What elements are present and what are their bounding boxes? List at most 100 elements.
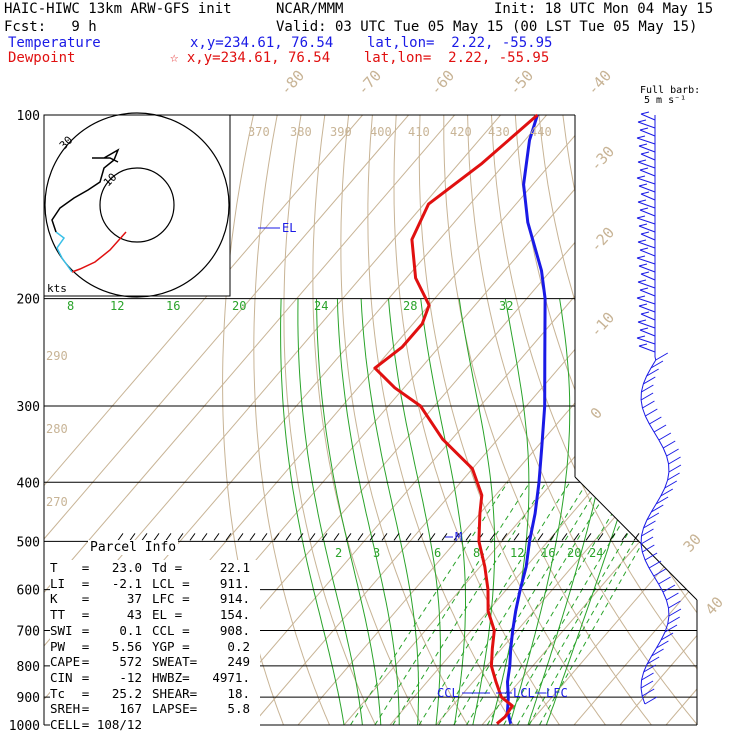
mixing-ratio-label: 3 [373, 546, 380, 560]
wind-barb-flag [669, 465, 681, 472]
wind-barb [637, 138, 655, 144]
wind-barb [637, 298, 655, 304]
parcel-info-cell: = 43 [74, 607, 142, 623]
wind-barb [667, 456, 669, 464]
wind-barb [638, 202, 655, 208]
moist-adiabat-line [510, 299, 570, 725]
wind-barb-flag [637, 136, 645, 138]
wind-barb-flag [668, 601, 680, 608]
wind-barb-flag [638, 280, 646, 282]
wind-barb [640, 290, 655, 296]
isotherm-label: 0 [587, 404, 606, 423]
wind-barb [638, 242, 655, 248]
level-tick [406, 533, 411, 540]
wind-barb-flag [654, 425, 666, 432]
parcel-info-cell: LI [50, 576, 74, 592]
pressure-label: 500 [17, 535, 40, 550]
wind-barb [637, 218, 655, 224]
mixing-ratio-label: 2 [335, 546, 342, 560]
level-tick [238, 533, 243, 540]
isotherm-label: -50 [506, 66, 538, 98]
isotherm-label: -70 [354, 66, 386, 98]
wind-barb-flag [663, 585, 675, 592]
parcel-info-cell: = 0.1 [74, 623, 142, 639]
theta-label: 430 [488, 125, 510, 139]
parcel-info-cell: 249 [200, 654, 250, 670]
level-tick [574, 533, 579, 540]
parcel-info-cell: = 167 [74, 701, 142, 717]
temperature-legend: Temperature [8, 35, 101, 51]
dry-adiabat-line [682, 115, 740, 738]
dry-adiabat-line [468, 115, 709, 738]
parcel-info-cell: SHEAR= [142, 686, 200, 702]
barb-key-units: 5 m s⁻¹ [644, 96, 686, 106]
theta-label: 400 [370, 125, 392, 139]
level-tick [310, 533, 315, 540]
wind-barb-flag [637, 176, 645, 178]
isotherm-label: -80 [277, 66, 309, 98]
parcel-info-cell: LFC = [142, 591, 200, 607]
wind-barb [641, 680, 642, 688]
level-tick [274, 533, 279, 540]
wind-barb [641, 688, 642, 696]
wind-barb-flag [637, 256, 645, 258]
wind-barb [659, 440, 663, 448]
hodograph-units-label: kts [47, 282, 67, 295]
wind-barb [638, 282, 655, 288]
parcel-info-cell: 22.1 [200, 560, 250, 576]
wind-barb [640, 250, 655, 256]
wind-barb-flag [645, 409, 657, 416]
level-marker-lfc: LFC [546, 686, 568, 700]
mixing-ratio-label: 8 [473, 546, 480, 560]
wind-barb [654, 576, 659, 584]
level-tick [262, 533, 267, 540]
parcel-info-cell: 18. [200, 686, 250, 702]
parcel-info-cell: T [50, 560, 74, 576]
model-title: HAIC-HIWC 13km ARW-GFS init [4, 1, 232, 17]
wind-barb-flag [666, 593, 678, 600]
wind-barb-flag [640, 208, 648, 210]
isotherm-label: -30 [587, 142, 619, 174]
wind-barb-flag [656, 353, 668, 360]
wind-barb-flag [641, 272, 649, 274]
level-tick [358, 533, 363, 540]
level-tick [430, 533, 435, 540]
wind-barb-flag [641, 192, 649, 194]
wind-barb-flag [639, 184, 647, 186]
isotherm-label: -10 [587, 308, 619, 340]
wind-barb-flag [638, 200, 646, 202]
level-marker-el: EL [282, 221, 296, 235]
dry-adiabat-line [419, 115, 615, 738]
mixing-ratio-label: 16 [166, 299, 180, 313]
theta-label: 370 [248, 125, 270, 139]
parcel-info-cell: = 5.56 [74, 639, 142, 655]
dry-adiabat-line [658, 115, 740, 738]
wind-barb-flag [669, 457, 681, 464]
wind-barb [641, 154, 655, 160]
isotherm-label: -40 [584, 66, 616, 98]
wind-barb [639, 146, 655, 152]
isotherm-label: 30 [680, 530, 705, 555]
wind-barb [666, 600, 668, 608]
wind-barb-flag [668, 617, 680, 624]
wind-barb-flag [659, 577, 671, 584]
wind-barb [637, 258, 655, 264]
parcel-info-cell: Tc [50, 686, 74, 702]
level-marker-lcl: LCL [513, 686, 535, 700]
wind-barb [640, 170, 655, 176]
wind-barb-flag [638, 120, 646, 122]
wind-barb [659, 584, 663, 592]
dry-adiabat-line [492, 115, 740, 738]
theta-label: 280 [46, 422, 68, 436]
parcel-info-cell: EL = [142, 607, 200, 623]
level-marker-m: M [455, 530, 462, 544]
parcel-info-cell: 4971. [200, 670, 250, 686]
wind-barb [645, 560, 649, 568]
mixing-ratio-label: 24 [589, 546, 603, 560]
level-marker-ccl: CCL [437, 686, 459, 700]
